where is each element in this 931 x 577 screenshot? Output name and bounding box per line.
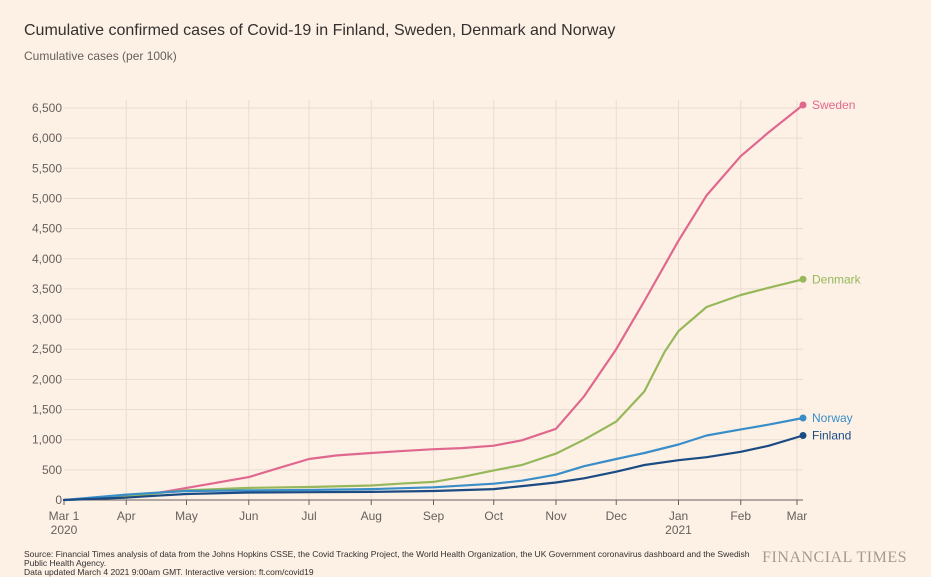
x-tick-label: Jul xyxy=(301,509,316,523)
y-tick-label: 5,500 xyxy=(32,161,62,175)
y-tick-label: 6,000 xyxy=(32,131,62,145)
series-end-marker-denmark xyxy=(799,275,807,283)
line-chart: 0 500 1,000 1,500 2,000 2,500 3,000 3,500 4,000 4… xyxy=(32,98,862,537)
x-tick-label: Feb xyxy=(730,509,751,523)
brand-logo: FINANCIAL TIMES xyxy=(762,549,907,566)
y-tick-label: 2,000 xyxy=(32,372,62,386)
series-line-norway xyxy=(62,416,805,502)
y-tick-label: 3,000 xyxy=(32,312,62,326)
x-tick-label: Aug xyxy=(361,509,382,523)
chart-title: Cumulative confirmed cases of Covid-19 i… xyxy=(24,22,616,39)
series-end-marker-finland xyxy=(799,431,807,439)
y-tick-label: 4,500 xyxy=(32,222,62,236)
y-tick-label: 2,500 xyxy=(32,342,62,356)
y-tick-label: 5,000 xyxy=(32,191,62,205)
x-tick-label: Jun xyxy=(239,509,258,523)
series-line-sweden xyxy=(62,103,805,502)
series-line-finland xyxy=(62,434,805,502)
series-line-denmark xyxy=(62,278,805,502)
x-tick-label: Dec xyxy=(606,509,627,523)
chart-footer: Source: Financial Times analysis of data… xyxy=(24,550,759,577)
series-label-finland: Finland xyxy=(812,428,851,442)
x-tick-sublabel: 2020 xyxy=(51,523,78,537)
y-tick-label: 500 xyxy=(42,463,62,477)
x-tick-label: Nov xyxy=(545,509,566,523)
y-tick-label: 0 xyxy=(55,493,62,507)
y-tick-label: 3,500 xyxy=(32,282,62,296)
updated-note: Data updated March 4 2021 9:00am GMT. In… xyxy=(24,567,314,577)
y-tick-label: 1,500 xyxy=(32,403,62,417)
x-tick-label: Mar xyxy=(787,509,808,523)
y-tick-label: 4,000 xyxy=(32,252,62,266)
chart-subtitle: Cumulative cases (per 100k) xyxy=(24,49,177,63)
x-tick-label: Oct xyxy=(484,509,503,523)
series-label-sweden: Sweden xyxy=(812,98,855,112)
series-end-marker-norway xyxy=(799,414,807,422)
x-tick-label: Apr xyxy=(117,509,136,523)
series-end-marker-sweden xyxy=(799,101,807,109)
x-tick-label: Jan xyxy=(669,509,688,523)
series-label-norway: Norway xyxy=(812,411,853,425)
y-tick-label: 1,000 xyxy=(32,433,62,447)
x-tick-label: Sep xyxy=(423,509,445,523)
series-label-denmark: Denmark xyxy=(812,272,862,286)
x-tick-sublabel: 2021 xyxy=(665,523,692,537)
x-tick-label: May xyxy=(175,509,198,523)
y-tick-label: 6,500 xyxy=(32,101,62,115)
x-tick-label: Mar 1 xyxy=(49,509,80,523)
source-note: Source: Financial Times analysis of data… xyxy=(24,549,750,568)
